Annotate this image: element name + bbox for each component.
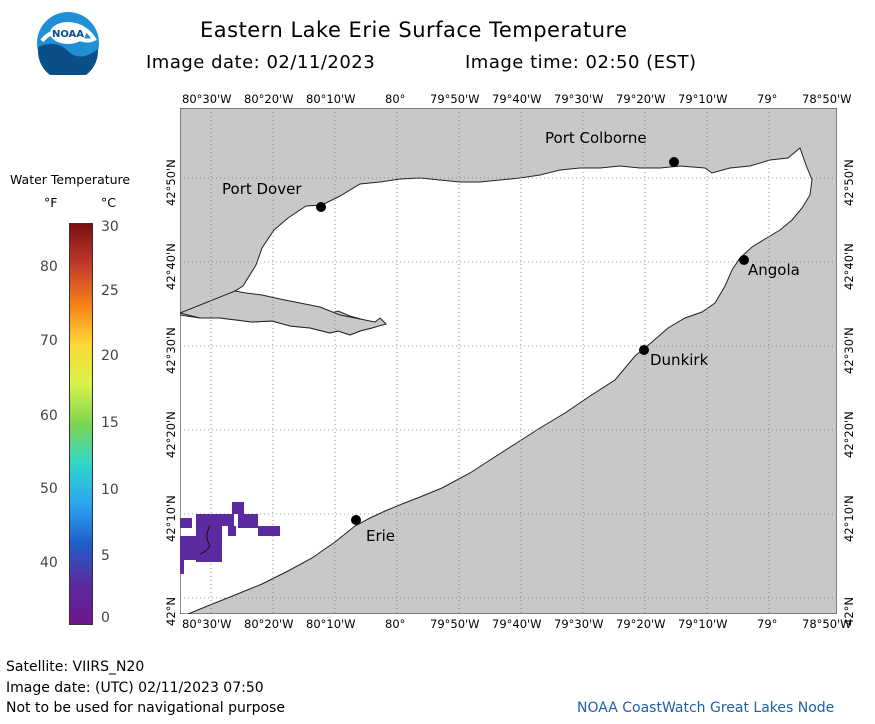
lon-label-top: 80°30'W [182,92,232,106]
lon-label-top: 80°10'W [306,92,356,106]
satellite-label: Satellite: VIIRS_N20 [6,659,145,675]
grid [180,108,837,614]
city-label-angola: Angola [748,261,800,279]
city-marker-port-dover [316,202,326,212]
lat-label-right: 42°20'N [842,411,856,458]
lat-label-right: 42°10'N [842,495,856,542]
lon-label-bottom: 80°30'W [182,617,232,631]
lat-label-right: 42°40'N [842,243,856,290]
colorbar-unit-c: °C [101,195,116,210]
lon-label-bottom: 78°50'W [802,617,852,631]
lat-label-left: 42°N [164,597,178,626]
lon-label-bottom: 80°20'W [244,617,294,631]
cold-water-patch [180,502,280,574]
colorbar-c-tick: 15 [101,415,119,431]
map-panel [178,107,838,618]
colorbar-c-tick: 5 [101,548,110,564]
colorbar-f-tick: 50 [40,481,58,497]
lat-label-right: 42°30'N [842,327,856,374]
colorbar-c-tick: 10 [101,482,119,498]
lon-label-bottom: 79° [757,617,778,631]
lon-label-top: 79°20'W [616,92,666,106]
lat-label-left: 42°30'N [164,327,178,374]
city-label-port-dover: Port Dover [222,180,302,198]
image-time: Image time: 02:50 (EST) [465,52,697,73]
colorbar-f-tick: 70 [40,333,58,349]
lat-label-left: 42°40'N [164,243,178,290]
colorbar-title: Water Temperature [10,172,131,187]
lon-label-top: 79°30'W [554,92,604,106]
lon-label-top: 79°40'W [492,92,542,106]
credit: NOAA CoastWatch Great Lakes Node [577,700,835,716]
lon-label-top: 79°50'W [430,92,480,106]
colorbar-f-tick: 40 [40,555,58,571]
lat-label-left: 42°10'N [164,495,178,542]
lon-label-top: 79° [757,92,778,106]
colorbar-c-tick: 25 [101,283,119,299]
lon-label-bottom: 79°10'W [678,617,728,631]
lon-label-bottom: 79°30'W [554,617,604,631]
colorbar-f-tick: 80 [40,259,58,275]
lat-label-left: 42°20'N [164,411,178,458]
lon-label-top: 80° [385,92,406,106]
lon-label-bottom: 79°20'W [616,617,666,631]
lon-label-top: 80°20'W [244,92,294,106]
city-marker-dunkirk [639,345,649,355]
city-label-port-colborne: Port Colborne [545,129,647,147]
lon-label-bottom: 79°40'W [492,617,542,631]
lon-label-bottom: 79°50'W [430,617,480,631]
colorbar-c-tick: 20 [101,348,119,364]
image-date: Image date: 02/11/2023 [146,52,376,73]
disclaimer: Not to be used for navigational purpose [6,700,285,716]
colorbar-f-tick: 60 [40,408,58,424]
city-label-dunkirk: Dunkirk [650,351,709,369]
lat-label-right: 42°N [842,597,856,626]
lon-label-top: 79°10'W [678,92,728,106]
noaa-logo: NOAA [36,11,100,81]
colorbar-unit-f: °F [44,195,58,210]
lat-label-left: 42°50'N [164,159,178,206]
colorbar-c-tick: 0 [101,610,110,626]
lake-erie-water [179,147,813,615]
patch-contour [199,525,211,555]
city-marker-erie [351,515,361,525]
lat-label-right: 42°50'N [842,159,856,206]
city-label-erie: Erie [366,527,396,545]
long-point [178,290,387,336]
page-title: Eastern Lake Erie Surface Temperature [200,18,628,42]
colorbar [69,223,93,625]
lon-label-bottom: 80°10'W [306,617,356,631]
lon-label-bottom: 80° [385,617,406,631]
city-marker-angola [739,255,749,265]
colorbar-c-tick: 30 [101,219,119,235]
utc-date-label: Image date: (UTC) 02/11/2023 07:50 [6,680,264,696]
city-marker-port-colborne [669,157,679,167]
noaa-logo-text: NOAA [52,29,84,40]
lon-label-top: 78°50'W [802,92,852,106]
